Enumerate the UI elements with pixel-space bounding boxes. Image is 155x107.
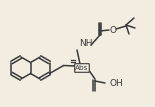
Text: NH: NH	[79, 39, 93, 48]
FancyBboxPatch shape	[75, 64, 89, 72]
Text: Abs: Abs	[75, 65, 89, 71]
Text: O: O	[109, 25, 117, 34]
Text: OH: OH	[109, 80, 123, 88]
